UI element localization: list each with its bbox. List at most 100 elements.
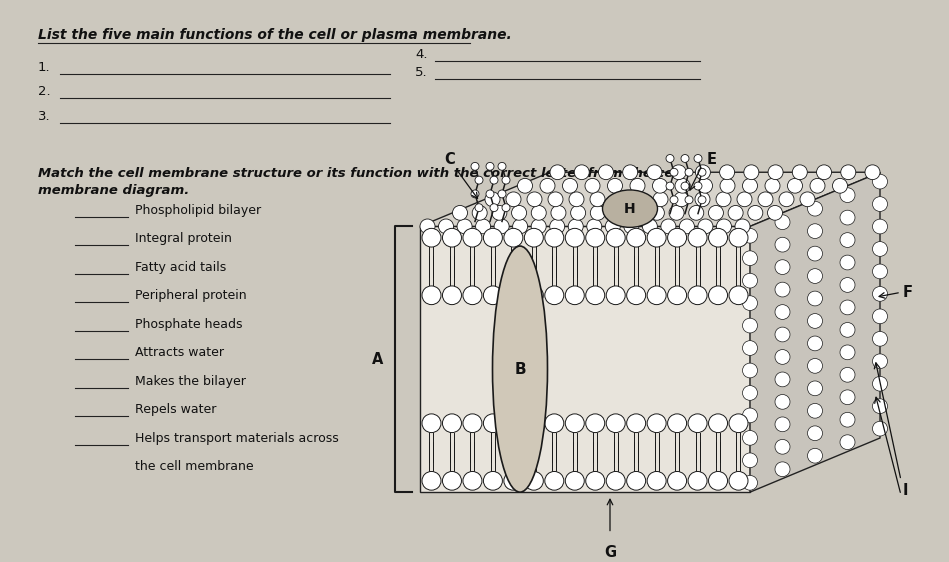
Circle shape (808, 224, 823, 238)
Polygon shape (420, 226, 750, 492)
Circle shape (742, 178, 757, 193)
Circle shape (667, 286, 686, 305)
Circle shape (779, 192, 794, 207)
Circle shape (626, 228, 645, 247)
Circle shape (695, 192, 710, 207)
Text: Match the cell membrane structure or its function with the correct letter from t: Match the cell membrane structure or its… (38, 167, 682, 180)
Circle shape (742, 363, 757, 378)
Circle shape (545, 414, 564, 433)
Circle shape (716, 219, 732, 234)
Circle shape (566, 414, 585, 433)
Circle shape (473, 206, 487, 220)
Circle shape (569, 192, 584, 207)
Circle shape (808, 359, 823, 373)
Circle shape (606, 414, 625, 433)
Text: C: C (445, 152, 456, 167)
Circle shape (551, 206, 566, 220)
Circle shape (527, 192, 542, 207)
Circle shape (840, 278, 855, 292)
Circle shape (840, 255, 855, 270)
Circle shape (483, 228, 502, 247)
Circle shape (720, 178, 735, 193)
Circle shape (512, 219, 528, 234)
Circle shape (498, 190, 506, 198)
Circle shape (872, 332, 887, 346)
Circle shape (498, 162, 506, 170)
Circle shape (550, 165, 565, 180)
Circle shape (808, 336, 823, 351)
Circle shape (674, 192, 689, 207)
Circle shape (742, 251, 757, 266)
Circle shape (475, 204, 483, 212)
Circle shape (667, 472, 686, 490)
Ellipse shape (603, 190, 658, 228)
Circle shape (758, 192, 773, 207)
Circle shape (775, 372, 790, 387)
Text: Attracts water: Attracts water (135, 346, 224, 359)
Text: Helps transport materials across: Helps transport materials across (135, 432, 339, 445)
Circle shape (585, 178, 600, 193)
Circle shape (775, 260, 790, 274)
Circle shape (548, 192, 563, 207)
Circle shape (626, 414, 645, 433)
Circle shape (611, 192, 626, 207)
Circle shape (457, 219, 472, 234)
Circle shape (545, 472, 564, 490)
Text: A: A (372, 352, 383, 367)
Circle shape (485, 192, 500, 207)
Circle shape (605, 219, 621, 234)
Circle shape (728, 206, 743, 220)
Circle shape (840, 233, 855, 247)
Circle shape (742, 453, 757, 468)
Circle shape (840, 210, 855, 225)
Circle shape (872, 309, 887, 324)
Circle shape (623, 165, 638, 180)
Circle shape (742, 228, 757, 243)
Circle shape (442, 472, 461, 490)
Circle shape (729, 286, 748, 305)
Circle shape (606, 286, 625, 305)
Circle shape (525, 286, 544, 305)
Circle shape (590, 206, 605, 220)
Circle shape (471, 162, 479, 170)
Circle shape (630, 206, 644, 220)
Circle shape (775, 395, 790, 409)
Circle shape (808, 448, 823, 463)
Text: G: G (604, 545, 616, 560)
Circle shape (808, 314, 823, 328)
Circle shape (642, 219, 658, 234)
Circle shape (698, 196, 706, 204)
Circle shape (525, 228, 544, 247)
Circle shape (775, 439, 790, 454)
Circle shape (568, 219, 584, 234)
Circle shape (729, 228, 748, 247)
Circle shape (748, 206, 763, 220)
Circle shape (610, 206, 625, 220)
Circle shape (422, 286, 441, 305)
Circle shape (808, 426, 823, 441)
Circle shape (504, 414, 523, 433)
Circle shape (525, 472, 544, 490)
Text: membrane diagram.: membrane diagram. (38, 184, 189, 197)
Circle shape (649, 206, 664, 220)
Text: Peripheral protein: Peripheral protein (135, 289, 247, 302)
Circle shape (504, 286, 523, 305)
Text: Phospholipid bilayer: Phospholipid bilayer (135, 203, 261, 216)
Circle shape (675, 178, 690, 193)
Circle shape (671, 165, 686, 180)
Circle shape (463, 286, 482, 305)
Circle shape (531, 206, 547, 220)
Circle shape (666, 182, 674, 190)
Circle shape (808, 246, 823, 261)
Circle shape (685, 196, 693, 204)
Circle shape (872, 264, 887, 279)
Circle shape (566, 228, 585, 247)
Polygon shape (750, 172, 880, 492)
Circle shape (788, 178, 803, 193)
Circle shape (744, 165, 759, 180)
Circle shape (872, 422, 887, 436)
Circle shape (808, 404, 823, 418)
Circle shape (647, 165, 661, 180)
Circle shape (840, 188, 855, 202)
Circle shape (698, 178, 713, 193)
